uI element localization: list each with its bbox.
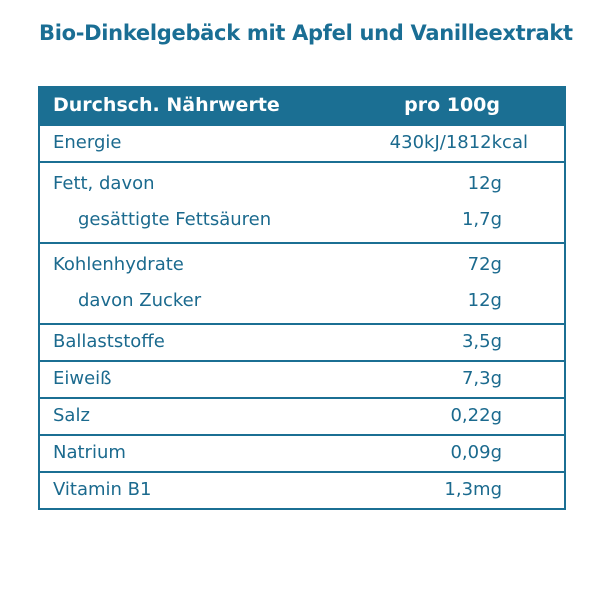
table-row: Energie 430kJ/1812kcal — [40, 126, 564, 161]
nutrient-label: davon Zucker — [78, 290, 202, 311]
table-group: Fett, davon 12g gesättigte Fettsäuren 1,7g — [40, 161, 564, 242]
nutrient-value: 72g — [467, 254, 502, 275]
nutrient-value: 1,7g — [461, 209, 502, 230]
header-value: pro 100g — [404, 94, 500, 116]
nutrient-value: 3,5g — [461, 331, 502, 352]
table-group: Eiweiß 7,3g — [40, 360, 564, 397]
table-header: Durchsch. Nährwerte pro 100g — [40, 88, 564, 124]
table-row: gesättigte Fettsäuren 1,7g — [40, 203, 564, 239]
nutrient-value: 12g — [467, 173, 502, 194]
nutrient-value: 1,3mg — [444, 479, 502, 500]
nutrient-label: Fett, davon — [53, 173, 155, 194]
table-group: Salz 0,22g — [40, 397, 564, 434]
table-row: Vitamin B1 1,3mg — [40, 473, 564, 508]
nutrient-label: Vitamin B1 — [53, 479, 152, 500]
nutrient-label: Ballaststoffe — [53, 331, 165, 352]
table-group: Vitamin B1 1,3mg — [40, 471, 564, 508]
table-row: Fett, davon 12g — [40, 167, 564, 203]
nutrient-label: Natrium — [53, 442, 126, 463]
nutrient-value: 430kJ/1812kcal — [389, 132, 528, 153]
nutrient-label: Energie — [53, 132, 122, 153]
table-body: Energie 430kJ/1812kcal Fett, davon 12g gesät… — [40, 124, 564, 508]
table-row: Ballaststoffe 3,5g — [40, 325, 564, 360]
header-label: Durchsch. Nährwerte — [53, 94, 280, 116]
table-group: Kohlenhydrate 72g davon Zucker 12g — [40, 242, 564, 323]
table-group: Energie 430kJ/1812kcal — [40, 124, 564, 161]
table-row: Kohlenhydrate 72g — [40, 248, 564, 284]
nutrient-value: 0,09g — [450, 442, 502, 463]
nutrient-value: 12g — [467, 290, 502, 311]
table-row: Natrium 0,09g — [40, 436, 564, 471]
nutrient-label: Salz — [53, 405, 90, 426]
nutrition-table: Durchsch. Nährwerte pro 100g Energie 430k… — [38, 86, 566, 510]
table-group: Ballaststoffe 3,5g — [40, 323, 564, 360]
nutrient-label: Eiweiß — [53, 368, 112, 389]
table-row: davon Zucker 12g — [40, 284, 564, 320]
product-title: Bio-Dinkelgebäck mit Apfel und Vanilleex… — [39, 21, 573, 45]
nutrient-value: 7,3g — [461, 368, 502, 389]
nutrient-value: 0,22g — [450, 405, 502, 426]
table-row: Eiweiß 7,3g — [40, 362, 564, 397]
table-group: Natrium 0,09g — [40, 434, 564, 471]
nutrient-label: Kohlenhydrate — [53, 254, 184, 275]
nutrient-label: gesättigte Fettsäuren — [78, 209, 272, 230]
table-row: Salz 0,22g — [40, 399, 564, 434]
